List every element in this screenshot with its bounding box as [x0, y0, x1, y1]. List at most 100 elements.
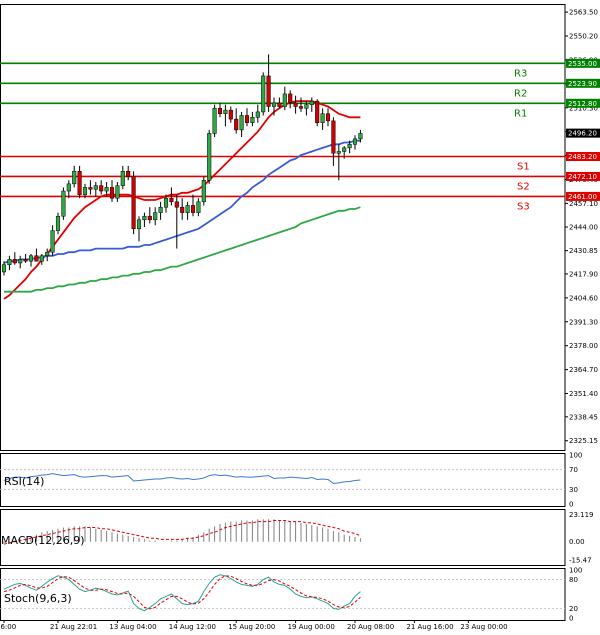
candle-body: [131, 176, 136, 230]
candle-body: [185, 205, 190, 213]
rsi-tick: 70: [569, 466, 578, 474]
candle-body: [347, 144, 352, 149]
level-label-r2: R2: [514, 88, 527, 99]
x-tick-label: 21 Aug 22:01: [50, 623, 97, 631]
level-label-s1: S1: [517, 162, 530, 173]
candle-body: [336, 151, 341, 154]
candle-body: [266, 75, 271, 107]
panel-frame-main: [0, 4, 566, 451]
candle-body: [136, 219, 142, 230]
candle-body: [18, 259, 23, 264]
level-label-s2: S2: [517, 181, 530, 192]
stoch-line-k: [3, 574, 361, 612]
stoch-title: Stoch(9,6,3): [4, 592, 72, 605]
y-tick-label: 2444.00: [569, 224, 598, 232]
candle-body: [55, 215, 61, 231]
candle-body: [309, 100, 314, 105]
level-tag-s2: [566, 171, 600, 181]
candle-body: [255, 111, 260, 118]
candle-body: [288, 93, 293, 104]
candle-body: [196, 201, 201, 213]
candle-body: [315, 100, 320, 123]
y-tick-label: 2364.70: [569, 366, 598, 374]
stoch-line-d: [3, 575, 361, 610]
x-tick-label: 13 Aug 04:00: [109, 623, 156, 631]
candle-body: [23, 259, 28, 262]
candle-body: [109, 187, 115, 199]
y-tick-label: 2351.40: [569, 390, 598, 398]
rsi-tick: 0: [569, 501, 573, 509]
candle-body: [358, 133, 363, 140]
candle-body: [174, 201, 179, 208]
candle-body: [212, 108, 217, 134]
macd-tick: 0.00: [569, 538, 585, 546]
candle-body: [293, 102, 298, 107]
macd-tick: -15.47: [569, 557, 592, 565]
candle-body: [298, 106, 304, 109]
y-tick-label: 2563.50: [569, 9, 598, 17]
y-tick-label: 2338.45: [569, 413, 598, 421]
rsi-title: RSI(14): [4, 475, 44, 488]
candle-body: [147, 215, 152, 221]
stoch-tick: 100: [569, 567, 582, 575]
x-tick-label: 21 Aug 16:00: [406, 623, 453, 631]
candle-body: [72, 171, 77, 185]
candle-body: [342, 147, 347, 152]
series-ma-slow: [4, 206, 361, 293]
candle-body: [126, 171, 131, 177]
rsi-tick: 100: [569, 452, 582, 460]
y-tick-label: 2430.85: [569, 247, 598, 255]
candle-body: [93, 185, 98, 190]
candle-body: [304, 104, 309, 109]
x-tick-label: 15 Aug 20:00: [228, 623, 275, 631]
stoch-tick: 80: [569, 576, 578, 584]
candle-body: [158, 206, 163, 213]
candle-body: [66, 183, 71, 192]
macd-signal-line: [3, 520, 361, 545]
level-label-r3: R3: [514, 68, 527, 79]
candle-body: [153, 212, 158, 221]
level-tag-text: 2535.00: [568, 60, 597, 68]
level-tag-s1: [566, 152, 600, 162]
candle-body: [239, 115, 244, 131]
panel-frame-sto: [0, 568, 566, 621]
candle-body: [163, 197, 169, 208]
y-tick-label: 2550.20: [569, 33, 598, 41]
macd-tick: 23.119: [569, 511, 594, 519]
candle-body: [1, 264, 7, 273]
candle-body: [271, 102, 277, 107]
candle-body: [82, 187, 88, 195]
x-tick-label: 23 Aug 00:00: [460, 623, 507, 631]
candle-body: [50, 230, 55, 253]
panel-frame-macd: [0, 509, 566, 566]
candle-body: [352, 138, 358, 145]
y-tick-label: 2391.30: [569, 318, 598, 326]
candle-body: [99, 185, 104, 192]
level-tag-r1: [566, 98, 600, 108]
x-tick-label: 19 Aug 00:00: [288, 623, 335, 631]
candle-body: [277, 102, 282, 107]
level-label-s3: S3: [517, 201, 530, 212]
level-tag-text: 2523.90: [568, 80, 597, 88]
candle-body: [282, 93, 287, 107]
candle-body: [261, 75, 266, 113]
candle-body: [190, 205, 196, 213]
level-tag-text: 2472.10: [568, 173, 597, 181]
candle-body: [217, 108, 223, 114]
level-tag-s3: [566, 191, 600, 201]
series-ma-mid: [3, 139, 361, 264]
current-price-text: 2496.20: [568, 130, 597, 138]
candle-body: [320, 113, 325, 123]
candle-body: [12, 259, 17, 264]
y-tick-label: 2404.60: [569, 294, 598, 302]
candle-body: [207, 133, 212, 181]
candle-body: [104, 187, 109, 192]
level-label-r1: R1: [514, 108, 527, 119]
y-tick-label: 2378.00: [569, 342, 598, 350]
candle-body: [88, 187, 93, 190]
y-tick-label: 2325.15: [569, 437, 598, 445]
y-tick-label: 2417.90: [569, 270, 598, 278]
candle-body: [169, 197, 174, 203]
